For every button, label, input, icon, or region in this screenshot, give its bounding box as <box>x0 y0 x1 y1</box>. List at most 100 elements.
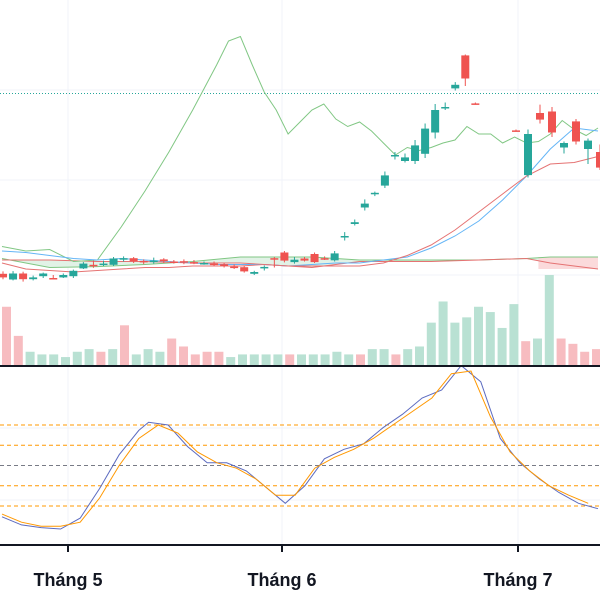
candle-bullish <box>59 275 68 278</box>
candle-bullish <box>69 270 78 277</box>
volume-bar <box>308 354 318 365</box>
volume-bar <box>415 346 424 365</box>
candle-bearish <box>310 254 319 263</box>
volume-bar <box>450 322 460 365</box>
volume-bars <box>2 275 600 365</box>
volume-bar <box>497 327 507 365</box>
volume-bar <box>273 354 283 365</box>
volume-bar <box>462 317 472 365</box>
candle-bullish <box>380 175 389 186</box>
candle-bearish <box>89 264 98 267</box>
candle-bullish <box>29 277 38 280</box>
x-tick-label: Tháng 6 <box>247 570 316 590</box>
volume-bar <box>533 338 542 365</box>
oscillator-line <box>1 364 599 530</box>
volume-bar <box>320 354 330 365</box>
oscillator-line <box>1 370 589 527</box>
candle-bullish <box>350 222 359 224</box>
volume-bar <box>438 301 448 365</box>
candle-bearish <box>49 278 58 280</box>
volume-bar <box>13 335 23 365</box>
candle-bearish <box>230 266 239 269</box>
candle-bullish <box>370 192 379 195</box>
volume-bar <box>143 349 153 365</box>
candle-bullish <box>250 272 259 274</box>
candle-bullish <box>9 273 18 280</box>
candle-bullish <box>441 107 450 109</box>
candle-bullish <box>411 145 420 161</box>
candle-bullish <box>99 263 108 266</box>
candle-bearish <box>139 260 148 263</box>
volume-bar <box>521 341 531 365</box>
candlesticks <box>0 54 600 282</box>
candle-bearish <box>0 273 7 278</box>
blue-line <box>1 127 599 267</box>
candle-bearish <box>548 111 556 133</box>
candle-bullish <box>401 157 409 161</box>
volume-bar <box>96 351 106 365</box>
volume-bar <box>84 349 94 365</box>
volume-bar <box>580 351 590 365</box>
candle-bearish <box>461 55 470 79</box>
candle-bearish <box>320 258 329 260</box>
volume-bar <box>592 349 600 365</box>
candle-bullish <box>360 203 369 208</box>
candle-bullish <box>119 258 128 260</box>
volume-bar <box>202 351 212 365</box>
candle-bearish <box>169 261 178 263</box>
volume-bar <box>332 351 342 365</box>
volume-bar <box>509 304 519 365</box>
cloud-area-bearish <box>538 257 598 269</box>
candle-bearish <box>220 264 229 266</box>
volume-bar <box>238 354 247 365</box>
volume-bar <box>155 351 165 365</box>
candle-bullish <box>39 273 48 277</box>
volume-bar <box>544 275 554 365</box>
indicator-lines <box>1 35 599 273</box>
volume-bar <box>568 343 578 365</box>
candle-bearish <box>159 259 168 262</box>
volume-bar <box>108 349 118 365</box>
candle-bullish <box>524 134 532 176</box>
ichimoku-cloud <box>1 256 599 270</box>
oscillator-panel <box>0 364 600 530</box>
volume-bar <box>214 351 224 365</box>
volume-bar <box>474 306 483 365</box>
candle-bearish <box>189 262 198 264</box>
x-tick-label: Tháng 7 <box>483 570 552 590</box>
volume-bar <box>61 357 70 365</box>
candle-bullish <box>340 236 349 238</box>
candle-bullish <box>584 140 592 149</box>
candle-bullish <box>330 253 339 261</box>
volume-bar <box>556 338 566 365</box>
volume-bar <box>226 357 236 365</box>
candle-bearish <box>179 261 188 263</box>
volume-bar <box>391 354 401 365</box>
x-axis: Tháng 5 Tháng 6 Tháng 7 <box>33 545 553 590</box>
candle-bearish <box>240 267 249 272</box>
candle-bullish <box>200 263 208 265</box>
candle-bearish <box>210 263 219 266</box>
red-line <box>1 156 599 273</box>
volume-bar <box>37 354 47 365</box>
candle-bullish <box>109 258 118 265</box>
green-line <box>1 35 599 263</box>
volume-bar <box>485 312 495 365</box>
volume-bar <box>285 354 295 365</box>
volume-bar <box>379 349 389 365</box>
volume-bar <box>131 354 141 365</box>
volume-bar <box>249 354 259 365</box>
candle-bullish <box>451 84 460 89</box>
candle-bearish <box>129 258 138 262</box>
grid-lines <box>0 0 600 545</box>
volume-bar <box>403 349 413 365</box>
candle-bearish <box>572 121 580 142</box>
volume-bar <box>297 354 306 365</box>
candle-bullish <box>260 266 269 269</box>
volume-bar <box>261 354 271 365</box>
volume-bar <box>190 354 200 365</box>
candle-bearish <box>471 103 480 105</box>
candle-bearish <box>596 152 600 168</box>
